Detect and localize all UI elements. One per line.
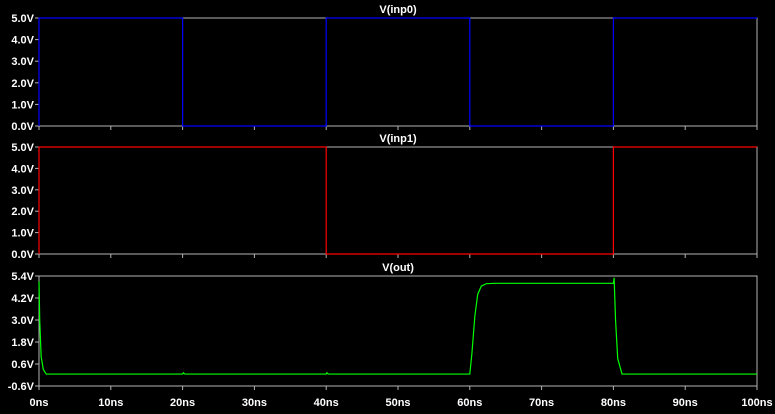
y-tick-label: 5.4V [11, 271, 34, 283]
y-tick-label: 3.0V [11, 315, 34, 327]
x-tick-label: 10ns [98, 397, 123, 409]
x-tick-label: 40ns [314, 397, 339, 409]
x-tick-label: 50ns [385, 397, 410, 409]
y-tick-label: 2.0V [11, 206, 34, 218]
y-tick-label: 0.6V [11, 359, 34, 371]
y-tick-label: 1.0V [11, 99, 34, 111]
series-line [38, 277, 757, 375]
x-tick-label: 100ns [741, 397, 772, 409]
x-tick-label: 90ns [673, 397, 698, 409]
y-tick-label: 1.0V [11, 228, 34, 240]
x-tick-label: 80ns [601, 397, 626, 409]
y-tick-label: 4.0V [11, 163, 34, 175]
y-tick-label: 5.0V [11, 142, 34, 154]
plot-pane-1: V(inp0) 0.0V 1.0V 2.0V 3.0V 4.0V 5.0V [11, 4, 758, 133]
plot-frame [38, 275, 758, 387]
series-line [38, 17, 757, 127]
x-tick-label: 20ns [170, 397, 195, 409]
y-tick-label: 1.8V [11, 337, 34, 349]
x-tick-label: 70ns [529, 397, 554, 409]
plot-frame [38, 17, 758, 127]
y-tick-label: 2.0V [11, 78, 34, 90]
y-tick-label: 0.0V [11, 121, 34, 133]
plot-pane-3: V(out) -0.6V 0.6V 1.8V 3.0V 4.2V 5.4V 0ns 10ns 20… [8, 262, 773, 409]
y-tick-label: 3.0V [11, 56, 34, 68]
trace-title[interactable]: V(out) [382, 262, 414, 274]
plot-frame [38, 146, 758, 255]
trace-title[interactable]: V(inp1) [379, 133, 417, 145]
x-tick-label: 30ns [242, 397, 267, 409]
y-tick-label: 5.0V [11, 13, 34, 25]
trace-title[interactable]: V(inp0) [379, 4, 417, 16]
x-tick-label: 0ns [30, 397, 49, 409]
series-line [38, 146, 757, 255]
y-tick-label: 4.0V [11, 35, 34, 47]
y-tick-label: 4.2V [11, 293, 34, 305]
plot-pane-2: V(inp1) 0.0V 1.0V 2.0V 3.0V 4.0V 5.0V [11, 133, 758, 261]
y-tick-label: -0.6V [8, 381, 35, 393]
x-tick-label: 60ns [457, 397, 482, 409]
y-tick-label: 0.0V [11, 249, 34, 261]
y-tick-label: 3.0V [11, 185, 34, 197]
